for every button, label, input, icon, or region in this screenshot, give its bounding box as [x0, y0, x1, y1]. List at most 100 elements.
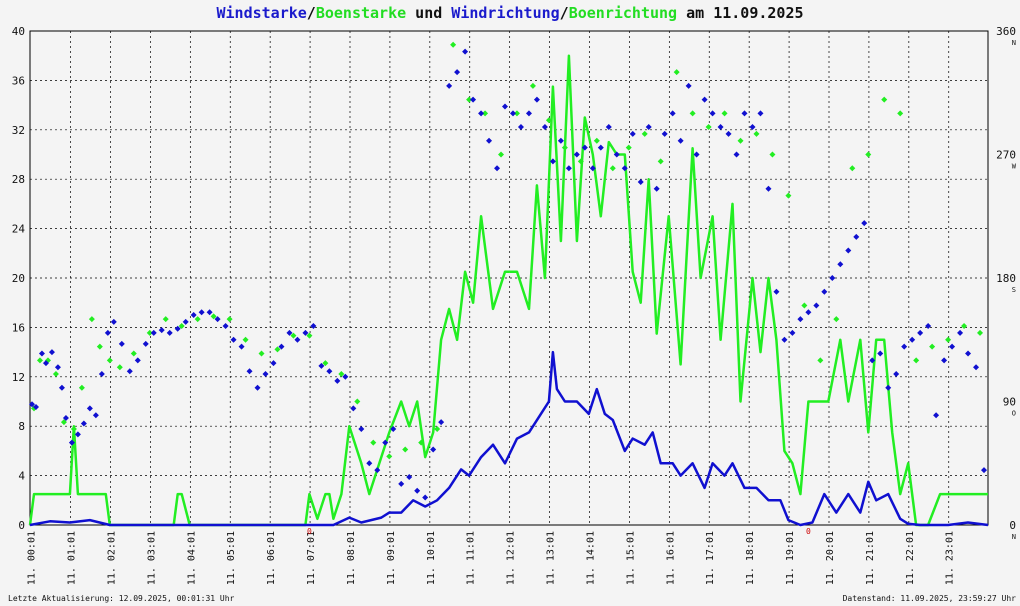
direction-point-boenrichtung [130, 350, 137, 357]
direction-point-windrichtung [597, 144, 604, 151]
direction-point-windrichtung [182, 318, 189, 325]
last-update-text: Letzte Aktualisierung: 12.09.2025, 00:01… [8, 594, 235, 603]
direction-point-boenrichtung [849, 165, 856, 172]
direction-point-windrichtung [669, 110, 676, 117]
axis-layer [29, 30, 989, 526]
direction-point-boenrichtung [162, 316, 169, 323]
direction-point-windrichtung [430, 446, 437, 453]
title-separator-1: / [306, 4, 316, 22]
x-tick-label: 11. 23:01 [945, 531, 956, 585]
direction-point-windrichtung [965, 350, 972, 357]
direction-letter: W [1012, 163, 1017, 171]
direction-point-windrichtung [68, 439, 75, 446]
direction-point-boenrichtung [354, 398, 361, 405]
direction-point-windrichtung [270, 360, 277, 367]
direction-point-windrichtung [613, 151, 620, 158]
direction-point-windrichtung [486, 137, 493, 144]
direction-point-windrichtung [525, 110, 532, 117]
direction-point-boenrichtung [116, 364, 123, 371]
direction-point-windrichtung [845, 247, 852, 254]
direction-point-windrichtung [278, 343, 285, 350]
direction-point-windrichtung [446, 82, 453, 89]
direction-point-boenrichtung [881, 96, 888, 103]
data-status-text: Datenstand: 11.09.2025, 23:59:27 Uhr [842, 594, 1016, 603]
direction-point-boenrichtung [52, 371, 59, 378]
direction-point-windrichtung [773, 288, 780, 295]
direction-point-windrichtung [709, 110, 716, 117]
direction-point-windrichtung [502, 103, 509, 110]
direction-point-boenrichtung [226, 316, 233, 323]
direction-point-windrichtung [166, 329, 173, 336]
direction-point-windrichtung [877, 350, 884, 357]
y-left-tick-label: 40 [12, 25, 25, 38]
direction-point-windrichtung [422, 494, 429, 501]
x-tick-label: 11. 02:01 [106, 531, 117, 585]
direction-point-windrichtung [685, 82, 692, 89]
x-tick-label: 11. 17:01 [705, 531, 716, 585]
direction-point-boenrichtung [945, 336, 952, 343]
title-boenrichtung: Boenrichtung [568, 4, 678, 22]
y-left-tick-label: 20 [12, 272, 25, 285]
x-tick-label: 11. 07:01 [306, 531, 317, 585]
direction-point-windrichtung [398, 480, 405, 487]
y-left-tick-label: 24 [12, 223, 26, 236]
direction-point-boenrichtung [657, 158, 664, 165]
direction-point-windrichtung [973, 364, 980, 371]
direction-point-boenrichtung [60, 419, 67, 426]
direction-point-boenrichtung [545, 117, 552, 124]
direction-point-windrichtung [382, 439, 389, 446]
direction-point-boenrichtung [641, 130, 648, 137]
grid-layer [30, 31, 988, 525]
direction-point-windrichtung [206, 309, 213, 316]
direction-point-windrichtung [629, 130, 636, 137]
title-boenstarke: Boenstarke [315, 4, 407, 22]
direction-point-boenrichtung [36, 357, 43, 364]
direction-point-boenrichtung [178, 323, 185, 330]
direction-point-windrichtung [677, 137, 684, 144]
direction-point-windrichtung [98, 371, 105, 378]
direction-point-boenrichtung [801, 302, 808, 309]
direction-point-boenrichtung [977, 329, 984, 336]
direction-point-windrichtung [533, 96, 540, 103]
direction-point-windrichtung [150, 329, 157, 336]
direction-point-boenrichtung [737, 137, 744, 144]
x-tick-label: 11. 14:01 [585, 531, 596, 585]
direction-point-windrichtung [813, 302, 820, 309]
direction-point-windrichtung [302, 329, 309, 336]
direction-point-windrichtung [557, 137, 564, 144]
direction-point-windrichtung [32, 403, 39, 410]
direction-point-boenrichtung [865, 151, 872, 158]
y-right-tick-label: 270 [996, 149, 1016, 162]
y-left-tick-label: 36 [12, 74, 25, 87]
y-left-tick-label: 8 [18, 420, 25, 433]
direction-point-windrichtung [454, 69, 461, 76]
direction-point-windrichtung [917, 329, 924, 336]
direction-point-boenrichtung [88, 316, 95, 323]
direction-point-windrichtung [462, 48, 469, 55]
plot-frame [29, 30, 989, 526]
direction-point-windrichtung [789, 329, 796, 336]
direction-point-windrichtung [901, 343, 908, 350]
direction-point-windrichtung [342, 373, 349, 380]
direction-point-boenrichtung [689, 110, 696, 117]
title-date: am 11.09.2025 [677, 4, 804, 22]
direction-point-boenrichtung [290, 332, 297, 339]
direction-point-windrichtung [725, 130, 732, 137]
direction-point-windrichtung [294, 336, 301, 343]
direction-letter: N [1012, 39, 1016, 47]
direction-point-boenrichtung [96, 343, 103, 350]
direction-point-windrichtung [933, 412, 940, 419]
direction-point-boenrichtung [338, 371, 345, 378]
direction-point-boenrichtung [705, 124, 712, 131]
x-tick-label: 11. 08:01 [346, 531, 357, 585]
direction-point-windrichtung [74, 431, 81, 438]
y-right-tick-label: 90 [1003, 396, 1016, 409]
direction-point-windrichtung [374, 467, 381, 474]
midnight-marker: 0 [806, 527, 811, 536]
x-tick-label: 11. 19:01 [785, 531, 796, 585]
direction-point-windrichtung [853, 233, 860, 240]
direction-point-boenrichtung [833, 316, 840, 323]
direction-point-windrichtung [262, 371, 269, 378]
direction-point-boenrichtung [194, 316, 201, 323]
direction-point-boenrichtung [593, 137, 600, 144]
